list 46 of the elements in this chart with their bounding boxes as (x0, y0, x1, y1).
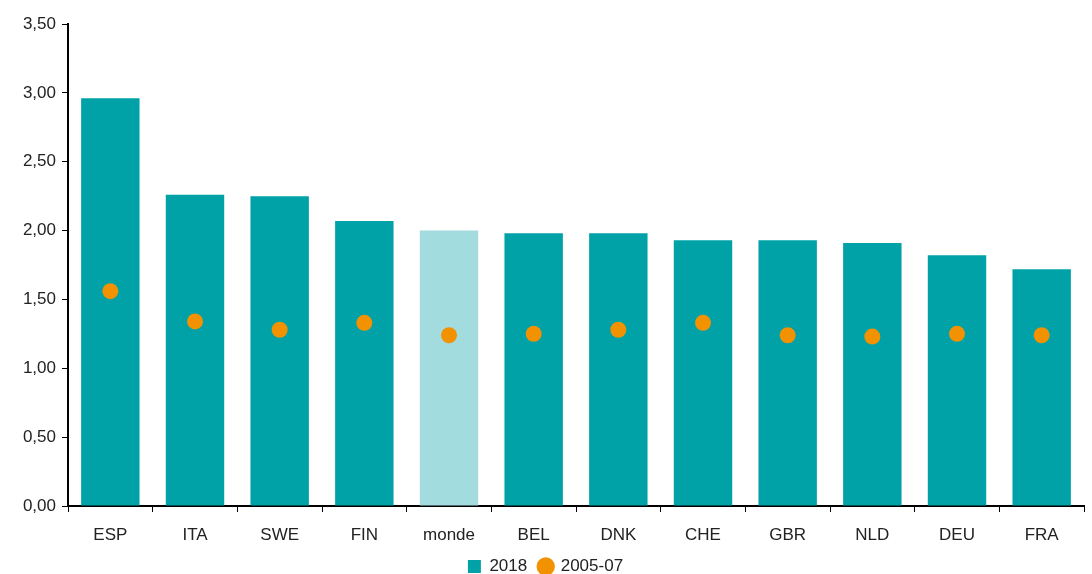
x-tick-label: BEL (517, 524, 550, 544)
bar (504, 233, 563, 506)
point (102, 283, 119, 300)
bar (758, 240, 817, 506)
bar (673, 240, 733, 506)
x-tick-label: FIN (350, 524, 379, 544)
bar (81, 98, 140, 506)
y-tick-label: 0,50 (22, 426, 56, 446)
bar (165, 194, 225, 506)
x-tick-label: NLD (855, 524, 890, 544)
bar (843, 242, 902, 506)
y-tick-label: 2,50 (22, 151, 56, 171)
point (271, 321, 288, 338)
point (610, 321, 627, 338)
x-tick-label: CHE (685, 524, 721, 544)
y-tick-label: 3,00 (22, 82, 56, 102)
x-tick-label: ESP (93, 524, 128, 544)
x-tick-label: DEU (939, 524, 975, 544)
bar (589, 233, 648, 506)
x-tick-label: monde (423, 524, 475, 544)
x-tick-label: GBR (769, 524, 807, 544)
x-tick-label: FRA (1024, 524, 1060, 544)
y-tick-label: 1,00 (22, 357, 56, 377)
y-tick-label: 0,00 (22, 495, 56, 515)
point (695, 314, 711, 331)
point (949, 325, 965, 342)
point (525, 325, 542, 342)
bar (927, 255, 987, 506)
y-tick-label: 3,50 (22, 13, 56, 33)
x-tick-label: SWE (260, 524, 300, 544)
legend-label: 2005-07 (560, 556, 624, 574)
point (441, 327, 457, 344)
point (187, 313, 203, 330)
legend-label: 2018 (489, 556, 528, 574)
y-tick-label: 2,00 (22, 220, 56, 240)
y-tick-label: 1,50 (22, 289, 56, 309)
point (779, 327, 796, 344)
point (356, 314, 373, 331)
x-tick-label: DNK (600, 524, 637, 544)
point (1033, 327, 1050, 344)
x-tick-label: ITA (182, 524, 209, 544)
bar (250, 196, 309, 506)
bar (1012, 269, 1071, 506)
bar (335, 220, 394, 506)
point (864, 328, 881, 345)
bar (419, 230, 479, 506)
